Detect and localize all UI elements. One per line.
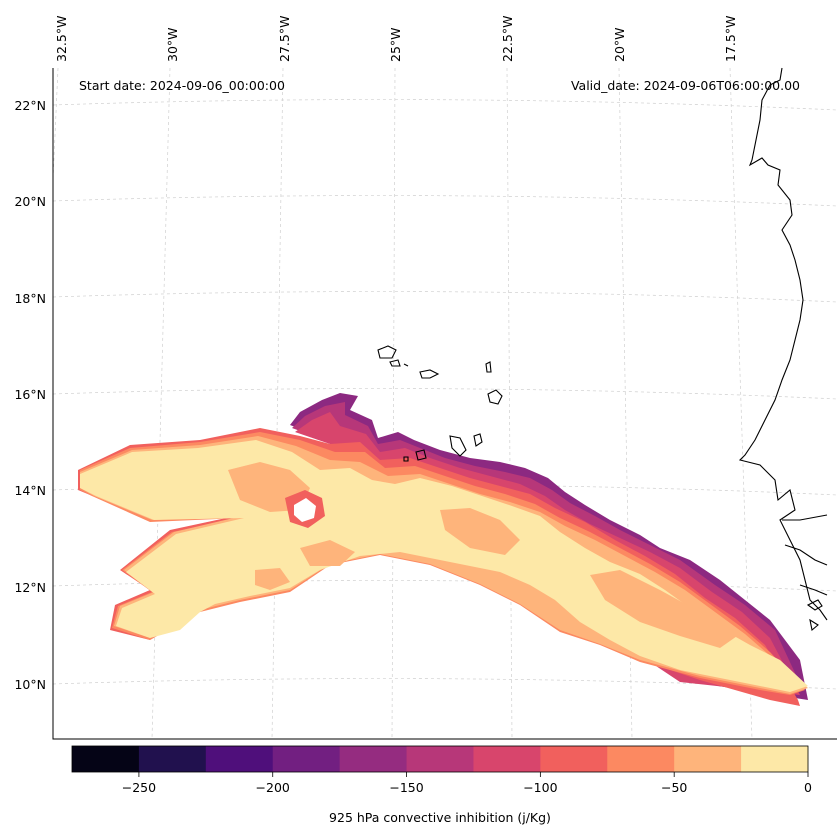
- africa-coastline: [738, 67, 828, 621]
- colorbar-tick-label: −250: [122, 780, 156, 795]
- colorbar-outline: [71, 745, 809, 773]
- cape-verde-santiago: [449, 435, 467, 457]
- contour-patch-peach-4: [590, 570, 740, 648]
- colorbar-swatch: [339, 746, 408, 772]
- africa-coast-inlet-2: [784, 544, 828, 566]
- contour-patch-peach-5: [255, 568, 290, 590]
- bijagos-islands: [806, 599, 823, 632]
- lon-label-30w: 30°W: [165, 27, 180, 62]
- start-date-label: Start date: 2024-09-06_00:00:00: [79, 78, 285, 93]
- cape-verde-sao-nicolau: [419, 369, 440, 379]
- lat-label-18n: 18°N: [14, 291, 46, 306]
- cape-verde-santo-antao: [377, 345, 397, 359]
- cape-verde-sao-vicente: [389, 359, 401, 367]
- lat-label-10n: 10°N: [14, 677, 46, 692]
- colorbar-tick-label: −100: [523, 780, 557, 795]
- coastlines: [377, 67, 828, 632]
- lon-label-20w: 20°W: [612, 27, 627, 62]
- colorbar-tick-label: −150: [389, 780, 423, 795]
- africa-coast-inlet: [782, 514, 828, 521]
- lat-label-16n: 16°N: [14, 387, 46, 402]
- colorbar: −250 −200 −150 −100 −50 0 925 hPa convective …: [71, 745, 812, 825]
- lat-label-14n: 14°N: [14, 483, 46, 498]
- latitude-labels: 22°N 20°N 18°N 16°N 14°N 12°N 10°N: [14, 98, 46, 692]
- cape-verde-maio: [473, 433, 483, 447]
- colorbar-tick-label: 0: [804, 780, 812, 795]
- colorbar-label: 925 hPa convective inhibition (j/Kg): [329, 810, 551, 825]
- colorbar-ticks: −250 −200 −150 −100 −50 0: [122, 772, 812, 795]
- colorbar-swatch: [540, 746, 608, 772]
- cape-verde-santa-luzia: [403, 363, 409, 367]
- lat-label-12n: 12°N: [14, 580, 46, 595]
- colorbar-tick-label: −200: [256, 780, 290, 795]
- colorbar-swatch: [272, 746, 341, 772]
- longitude-labels: 32.5°W 30°W 27.5°W 25°W 22.5°W 20°W 17.5…: [54, 16, 738, 62]
- map-frame-border: [52, 68, 837, 740]
- lon-label-17-5w: 17.5°W: [723, 16, 738, 62]
- cin-contours: [78, 393, 808, 706]
- lon-label-32-5w: 32.5°W: [54, 16, 69, 62]
- contour-patch-peach-2: [300, 540, 355, 566]
- cape-verde-sal: [485, 361, 492, 373]
- contour-patch-peach-3: [440, 508, 520, 555]
- colorbar-swatch: [72, 746, 140, 772]
- lat-label-22n: 22°N: [14, 98, 46, 113]
- colorbar-swatch: [406, 746, 474, 772]
- colorbar-swatch: [473, 746, 541, 772]
- valid-date-label: Valid_date: 2024-09-06T06:00:00.00: [571, 78, 800, 93]
- colorbar-swatch: [741, 746, 809, 772]
- colorbar-swatch: [674, 746, 742, 772]
- colorbar-tick-label: −50: [661, 780, 687, 795]
- cape-verde-fogo: [415, 449, 427, 461]
- contour-patch-hole: [294, 498, 316, 522]
- colorbar-swatch: [138, 746, 207, 772]
- colorbar-swatch: [607, 746, 675, 772]
- colorbar-swatch: [205, 746, 274, 772]
- colorbar-swatches: [72, 746, 809, 772]
- africa-coast-inlet-3: [799, 584, 828, 596]
- lat-label-20n: 20°N: [14, 194, 46, 209]
- lon-label-22-5w: 22.5°W: [500, 16, 515, 62]
- cape-verde-boa-vista: [487, 389, 503, 405]
- lon-label-25w: 25°W: [388, 27, 403, 62]
- lon-label-27-5w: 27.5°W: [277, 16, 292, 62]
- cape-verde-brava: [403, 456, 409, 462]
